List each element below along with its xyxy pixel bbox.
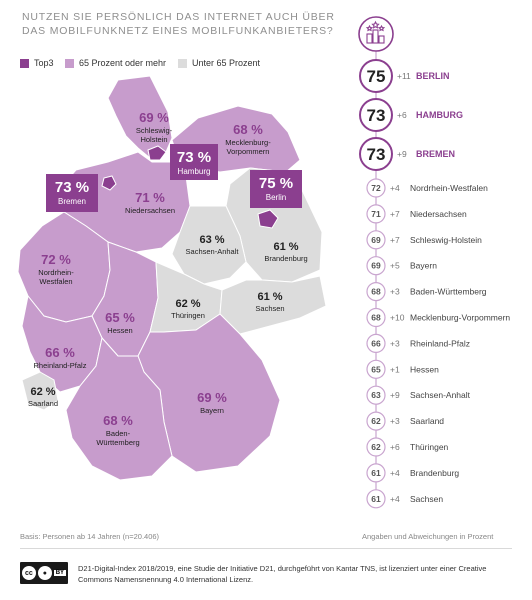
callout-value-be: 75 % [259,175,293,192]
region-name-nw-1: Nordrhein- [38,268,74,277]
region-shape-be[interactable] [257,209,279,229]
region-value-sh: 69 % [139,110,169,125]
region-shape-hh[interactable] [147,145,167,161]
cc-icon: cc [21,566,36,580]
callout-hb: 73 %Bremen [46,174,98,212]
region-name-sl: Saarland [28,399,58,408]
region-value-nw: 72 % [41,252,71,267]
region-value-by: 69 % [197,390,227,405]
region-name-sh-1: Schleswig- [136,126,173,135]
region-value-bb: 61 % [273,241,298,253]
legend-swatch-low [178,58,187,68]
region-name-bw-2: Württemberg [96,438,139,447]
region-name-ni: Niedersachsen [125,206,175,215]
callout-box-hb [46,174,98,212]
region-name-bb: Brandenburg [264,254,307,263]
callout-be: 75 %Berlin [250,170,302,208]
callout-name-be: Berlin [266,193,286,202]
legend-swatch-high [65,58,74,68]
cc-by-label: BY [53,570,67,576]
region-value-sl: 62 % [30,386,55,398]
by-person-icon: ● [37,566,52,580]
region-name-nw-2: Westfalen [39,277,72,286]
region-name-st: Sachsen-Anhalt [186,247,240,256]
footnote-units: Angaben und Abweichungen in Prozent [362,532,494,541]
callout-name-hh: Hamburg [178,167,211,176]
region-value-th: 62 % [175,298,200,310]
region-value-mv: 68 % [233,122,263,137]
chart-title: NUTZEN SIE PERSÖNLICH DAS INTERNET AUCH … [22,11,335,37]
callout-box-be [250,170,302,208]
license-text: D21-Digital-Index 2018/2019, eine Studie… [78,564,487,584]
region-name-by: Bayern [200,406,224,415]
callout-hh: 73 %Hamburg [170,144,218,180]
callout-value-hb: 73 % [55,179,89,196]
legend-label-high: 65 Prozent oder mehr [79,58,167,68]
region-name-mv-2: Vorpommern [227,147,270,156]
legend-label-low: Unter 65 Prozent [192,58,261,68]
footnote-basis: Basis: Personen ab 14 Jahren (n=20.406) [20,532,160,541]
callout-box-hh [170,144,218,180]
callout-name-hb: Bremen [58,197,86,206]
region-shape-bw[interactable] [65,336,173,481]
region-name-sh-2: Holstein [140,135,167,144]
legend-top3: Top3 [20,58,54,68]
region-value-bw: 68 % [103,413,133,428]
region-name-mv-1: Mecklenburg- [225,138,271,147]
region-value-ni: 71 % [135,190,165,205]
legend-swatch-top3 [20,58,29,68]
region-value-rp: 66 % [45,345,75,360]
region-name-rp: Rheinland-Pfalz [34,361,87,370]
region-value-sn: 61 % [257,291,282,303]
region-name-bw-1: Baden- [106,429,131,438]
region-value-he: 65 % [105,310,135,325]
region-name-sn: Sachsen [255,304,284,313]
region-shape-sl[interactable] [21,371,59,411]
footer-divider [20,548,512,549]
region-shape-st[interactable] [171,205,247,285]
legend-label-top3: Top3 [34,58,54,68]
callout-value-hh: 73 % [177,149,211,166]
region-value-st: 63 % [199,234,224,246]
region-name-he: Hessen [107,326,132,335]
cc-license-badge[interactable]: cc ● BY [20,562,68,584]
region-name-th: Thüringen [171,311,205,320]
legend-high: 65 Prozent oder mehr [65,58,166,68]
region-shape-hb[interactable] [101,175,117,191]
legend-low: Unter 65 Prozent [178,58,260,68]
